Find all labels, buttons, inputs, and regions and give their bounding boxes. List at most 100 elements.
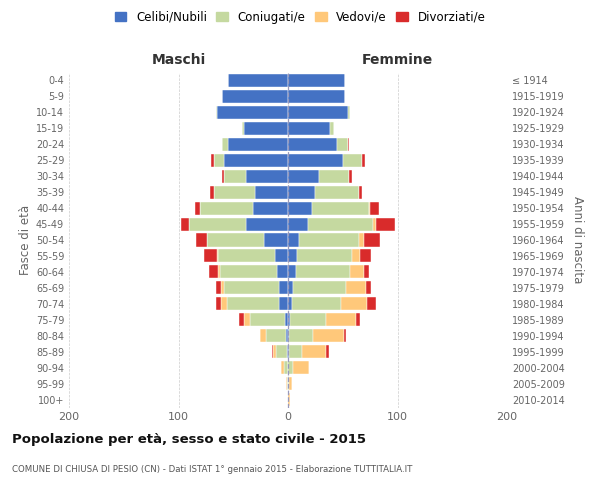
Bar bbox=[281, 361, 284, 374]
Bar bbox=[288, 106, 348, 119]
Bar bbox=[216, 282, 221, 294]
Bar bbox=[288, 282, 293, 294]
Bar bbox=[346, 282, 366, 294]
Bar bbox=[284, 361, 288, 374]
Bar bbox=[272, 345, 276, 358]
Bar bbox=[247, 218, 288, 230]
Bar bbox=[216, 106, 217, 119]
Bar bbox=[260, 329, 266, 342]
Bar bbox=[288, 345, 289, 358]
Bar bbox=[292, 298, 341, 310]
Bar bbox=[296, 266, 350, 278]
Bar bbox=[275, 250, 288, 262]
Bar bbox=[220, 266, 277, 278]
Bar bbox=[288, 393, 290, 406]
Bar bbox=[308, 218, 373, 230]
Bar bbox=[214, 186, 255, 198]
Bar bbox=[247, 170, 288, 182]
Bar bbox=[211, 154, 214, 167]
Bar bbox=[279, 298, 288, 310]
Bar bbox=[288, 74, 345, 87]
Bar bbox=[289, 377, 292, 390]
Text: COMUNE DI CHIUSA DI PESIO (CN) - Dati ISTAT 1° gennaio 2015 - Elaborazione TUTTI: COMUNE DI CHIUSA DI PESIO (CN) - Dati IS… bbox=[12, 465, 412, 474]
Bar bbox=[210, 186, 214, 198]
Bar bbox=[343, 154, 362, 167]
Bar bbox=[370, 202, 379, 214]
Bar bbox=[277, 266, 288, 278]
Bar bbox=[221, 282, 224, 294]
Bar bbox=[207, 234, 264, 246]
Bar bbox=[350, 266, 364, 278]
Bar bbox=[266, 329, 286, 342]
Bar bbox=[293, 361, 309, 374]
Bar bbox=[227, 298, 279, 310]
Bar bbox=[369, 202, 370, 214]
Bar bbox=[297, 250, 352, 262]
Bar bbox=[250, 313, 285, 326]
Bar bbox=[196, 234, 207, 246]
Bar bbox=[362, 154, 365, 167]
Bar bbox=[222, 90, 288, 103]
Bar bbox=[364, 234, 380, 246]
Bar bbox=[279, 282, 288, 294]
Bar bbox=[288, 218, 308, 230]
Bar bbox=[218, 250, 275, 262]
Bar bbox=[349, 170, 352, 182]
Bar bbox=[329, 122, 334, 135]
Bar bbox=[359, 234, 364, 246]
Bar bbox=[319, 170, 349, 182]
Bar bbox=[288, 313, 290, 326]
Bar bbox=[288, 329, 289, 342]
Bar bbox=[288, 90, 345, 103]
Bar bbox=[302, 345, 326, 358]
Bar bbox=[255, 186, 288, 198]
Bar bbox=[364, 266, 369, 278]
Bar bbox=[287, 345, 288, 358]
Bar bbox=[244, 122, 288, 135]
Bar bbox=[344, 329, 346, 342]
Text: Maschi: Maschi bbox=[151, 54, 206, 68]
Bar bbox=[216, 298, 221, 310]
Bar bbox=[218, 266, 220, 278]
Bar bbox=[288, 138, 337, 151]
Bar bbox=[326, 345, 329, 358]
Bar bbox=[242, 122, 244, 135]
Bar bbox=[288, 250, 297, 262]
Bar bbox=[222, 170, 224, 182]
Bar bbox=[289, 329, 313, 342]
Bar bbox=[224, 154, 288, 167]
Bar bbox=[239, 313, 244, 326]
Bar bbox=[341, 298, 367, 310]
Bar bbox=[288, 154, 343, 167]
Bar bbox=[288, 234, 299, 246]
Bar bbox=[316, 186, 359, 198]
Bar bbox=[348, 106, 350, 119]
Bar bbox=[195, 202, 200, 214]
Y-axis label: Anni di nascita: Anni di nascita bbox=[571, 196, 584, 284]
Bar bbox=[276, 345, 287, 358]
Bar bbox=[288, 377, 289, 390]
Bar bbox=[217, 250, 218, 262]
Bar bbox=[285, 313, 288, 326]
Bar bbox=[366, 282, 371, 294]
Bar bbox=[286, 377, 287, 390]
Bar bbox=[352, 250, 360, 262]
Bar bbox=[293, 282, 346, 294]
Bar bbox=[373, 218, 376, 230]
Bar bbox=[200, 202, 253, 214]
Bar bbox=[181, 218, 190, 230]
Bar bbox=[337, 138, 348, 151]
Bar bbox=[221, 298, 227, 310]
Bar bbox=[222, 138, 228, 151]
Bar bbox=[214, 154, 224, 167]
Bar bbox=[359, 186, 362, 198]
Bar bbox=[348, 138, 349, 151]
Bar bbox=[290, 313, 326, 326]
Bar bbox=[288, 361, 293, 374]
Bar bbox=[228, 138, 288, 151]
Text: Popolazione per età, sesso e stato civile - 2015: Popolazione per età, sesso e stato civil… bbox=[12, 432, 366, 446]
Bar bbox=[244, 313, 250, 326]
Bar bbox=[288, 298, 292, 310]
Bar bbox=[288, 170, 319, 182]
Bar bbox=[286, 329, 288, 342]
